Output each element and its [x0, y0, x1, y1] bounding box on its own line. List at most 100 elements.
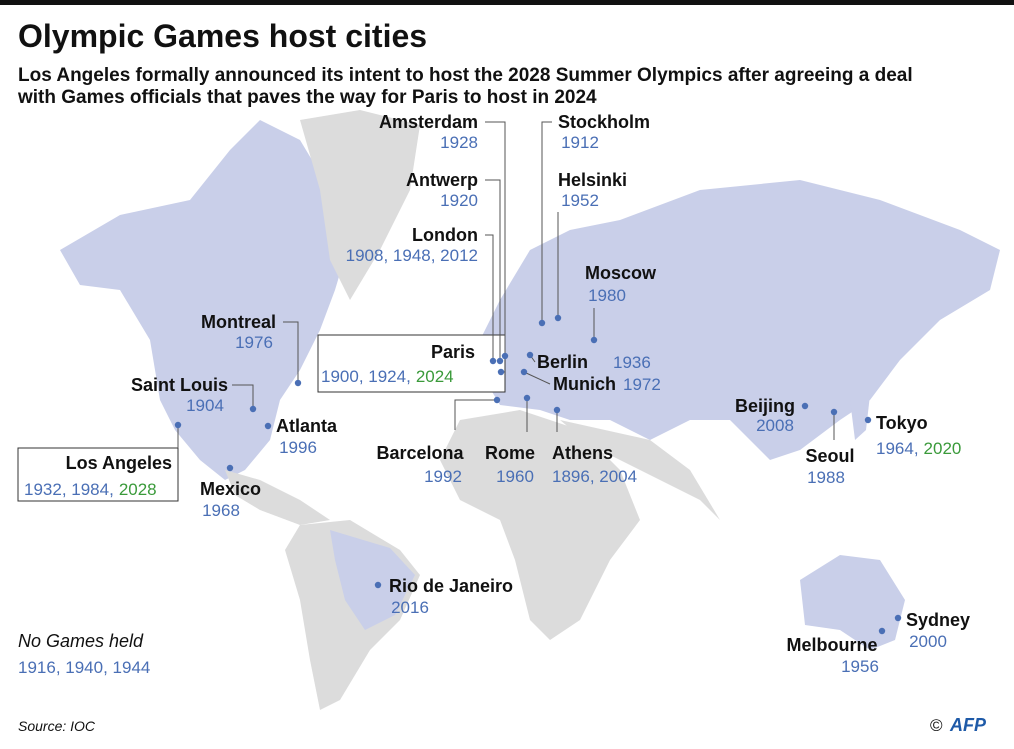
no-games-label: No Games held: [18, 631, 144, 651]
city-dot: [249, 405, 257, 413]
city-years: 1920: [440, 191, 478, 210]
leader-line: [283, 321, 299, 383]
leader-line: [541, 121, 552, 323]
years: 2016: [391, 598, 429, 617]
future-year: 2028: [119, 480, 157, 499]
future-year: 2024: [416, 367, 454, 386]
years: 1992: [424, 467, 462, 486]
years: 1976: [235, 333, 273, 352]
no-games-years: 1916, 1940, 1944: [18, 658, 150, 677]
years: 1956: [841, 657, 879, 676]
city-years: 1904: [186, 396, 224, 415]
japan: [850, 380, 870, 440]
city-years: 2008: [756, 416, 794, 435]
city-name: London: [412, 225, 478, 245]
years: 1960: [496, 467, 534, 486]
city-name: Seoul: [805, 446, 854, 466]
city-years: 1980: [588, 286, 626, 305]
city-name: Moscow: [585, 263, 657, 283]
years: 1904: [186, 396, 224, 415]
city-years: 1896, 2004: [552, 467, 637, 486]
city-years: 1936: [613, 353, 651, 372]
future-year: 2020: [924, 439, 962, 458]
years: 1952: [561, 191, 599, 210]
city-dot: [496, 357, 504, 365]
city-name: Mexico: [200, 479, 261, 499]
city-years: 1908, 1948, 2012: [346, 246, 478, 265]
city-name: Berlin: [537, 352, 588, 372]
city-dot: [526, 351, 534, 359]
city-years: 1956: [841, 657, 879, 676]
city-name: Amsterdam: [379, 112, 478, 132]
city-dot: [489, 357, 497, 365]
city-dot: [226, 464, 234, 472]
years: 1896, 2004: [552, 467, 637, 486]
city-years: 1964, 2020: [876, 439, 961, 458]
city-years: 1928: [440, 133, 478, 152]
eurasia: [480, 180, 1000, 460]
city-years: 2016: [391, 598, 429, 617]
city-years: 1968: [202, 501, 240, 520]
subtitle-line: with Games officials that paves the way …: [17, 87, 597, 108]
middle-east: [560, 420, 720, 520]
leader-line: [232, 384, 254, 409]
city-dot: [294, 379, 302, 387]
years: 1920: [440, 191, 478, 210]
city-name: Helsinki: [558, 170, 627, 190]
central-america: [225, 470, 330, 525]
city-dot: [497, 368, 505, 376]
north-america: [60, 120, 350, 480]
subtitle-line: Los Angeles formally announced its inten…: [18, 65, 913, 86]
city-dot: [174, 421, 182, 429]
highlight-box: [17, 447, 179, 502]
years: 1996: [279, 438, 317, 457]
leader-line: [523, 371, 551, 385]
city-dot: [501, 352, 509, 360]
city-name: Atlanta: [276, 416, 338, 436]
city-dot: [538, 319, 546, 327]
city-name: Saint Louis: [131, 375, 228, 395]
city-name: Antwerp: [406, 170, 478, 190]
city-name: Barcelona: [376, 443, 464, 463]
city-years: 1988: [807, 468, 845, 487]
leader-line: [485, 234, 494, 361]
city-name: Paris: [431, 342, 475, 362]
city-years: 1900, 1924, 2024: [321, 367, 454, 386]
city-name: Athens: [552, 443, 613, 463]
city-name: Sydney: [906, 610, 970, 630]
city-dot: [493, 396, 501, 404]
city-dot: [894, 614, 902, 622]
city-dot: [374, 581, 382, 589]
city-name: Beijing: [735, 396, 795, 416]
years: 1964,: [876, 439, 919, 458]
city-dot: [864, 416, 872, 424]
top-bar: [0, 0, 1014, 5]
city-dot: [553, 406, 561, 414]
city-name: Stockholm: [558, 112, 650, 132]
city-dot: [590, 336, 598, 344]
city-years: 1976: [235, 333, 273, 352]
years: 1972: [623, 375, 661, 394]
city-name: Rome: [485, 443, 535, 463]
city-name: Tokyo: [876, 413, 928, 433]
credit-logo: AFP: [949, 715, 987, 735]
years: 1908, 1948, 2012: [346, 246, 478, 265]
years: 1900, 1924,: [321, 367, 411, 386]
brazil: [330, 530, 415, 630]
leader-line: [454, 399, 497, 430]
city-dot: [554, 314, 562, 322]
years: 1932, 1984,: [24, 480, 114, 499]
city-dot: [264, 422, 272, 430]
city-dot: [801, 402, 809, 410]
city-name: Rio de Janeiro: [389, 576, 513, 596]
city-years: 1952: [561, 191, 599, 210]
years: 1968: [202, 501, 240, 520]
title: Olympic Games host cities: [18, 18, 427, 54]
land: [60, 110, 1000, 710]
highlight-box: [317, 334, 506, 393]
city-dot: [520, 368, 528, 376]
city-dot: [830, 408, 838, 416]
leader-line: [485, 179, 501, 361]
